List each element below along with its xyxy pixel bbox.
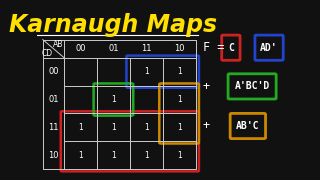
Text: 1: 1 xyxy=(78,151,83,160)
Text: 1: 1 xyxy=(177,151,181,160)
Text: 01: 01 xyxy=(108,44,119,53)
Text: AB'C: AB'C xyxy=(236,121,260,131)
Text: AD': AD' xyxy=(260,43,278,53)
Text: 10: 10 xyxy=(174,44,184,53)
Text: 1: 1 xyxy=(177,95,181,104)
Text: +: + xyxy=(203,80,210,93)
Text: +: + xyxy=(203,120,210,132)
Text: 00: 00 xyxy=(75,44,86,53)
Text: 1: 1 xyxy=(111,123,116,132)
Text: 10: 10 xyxy=(48,151,59,160)
Text: 11: 11 xyxy=(48,123,59,132)
Text: 11: 11 xyxy=(141,44,151,53)
Text: 1: 1 xyxy=(144,123,148,132)
Text: 1: 1 xyxy=(177,123,181,132)
Text: CD: CD xyxy=(42,49,53,58)
Text: C: C xyxy=(228,43,234,53)
Text: 01: 01 xyxy=(48,95,59,104)
Text: Karnaugh Maps: Karnaugh Maps xyxy=(9,13,218,37)
Text: 1: 1 xyxy=(111,95,116,104)
Text: 1: 1 xyxy=(144,151,148,160)
Text: AB: AB xyxy=(53,40,63,49)
Text: 1: 1 xyxy=(144,67,148,76)
Text: A'BC'D: A'BC'D xyxy=(235,81,270,91)
Text: 1: 1 xyxy=(111,151,116,160)
Text: 1: 1 xyxy=(177,67,181,76)
Text: 1: 1 xyxy=(78,123,83,132)
Text: 00: 00 xyxy=(48,67,59,76)
Text: F =: F = xyxy=(203,41,224,54)
